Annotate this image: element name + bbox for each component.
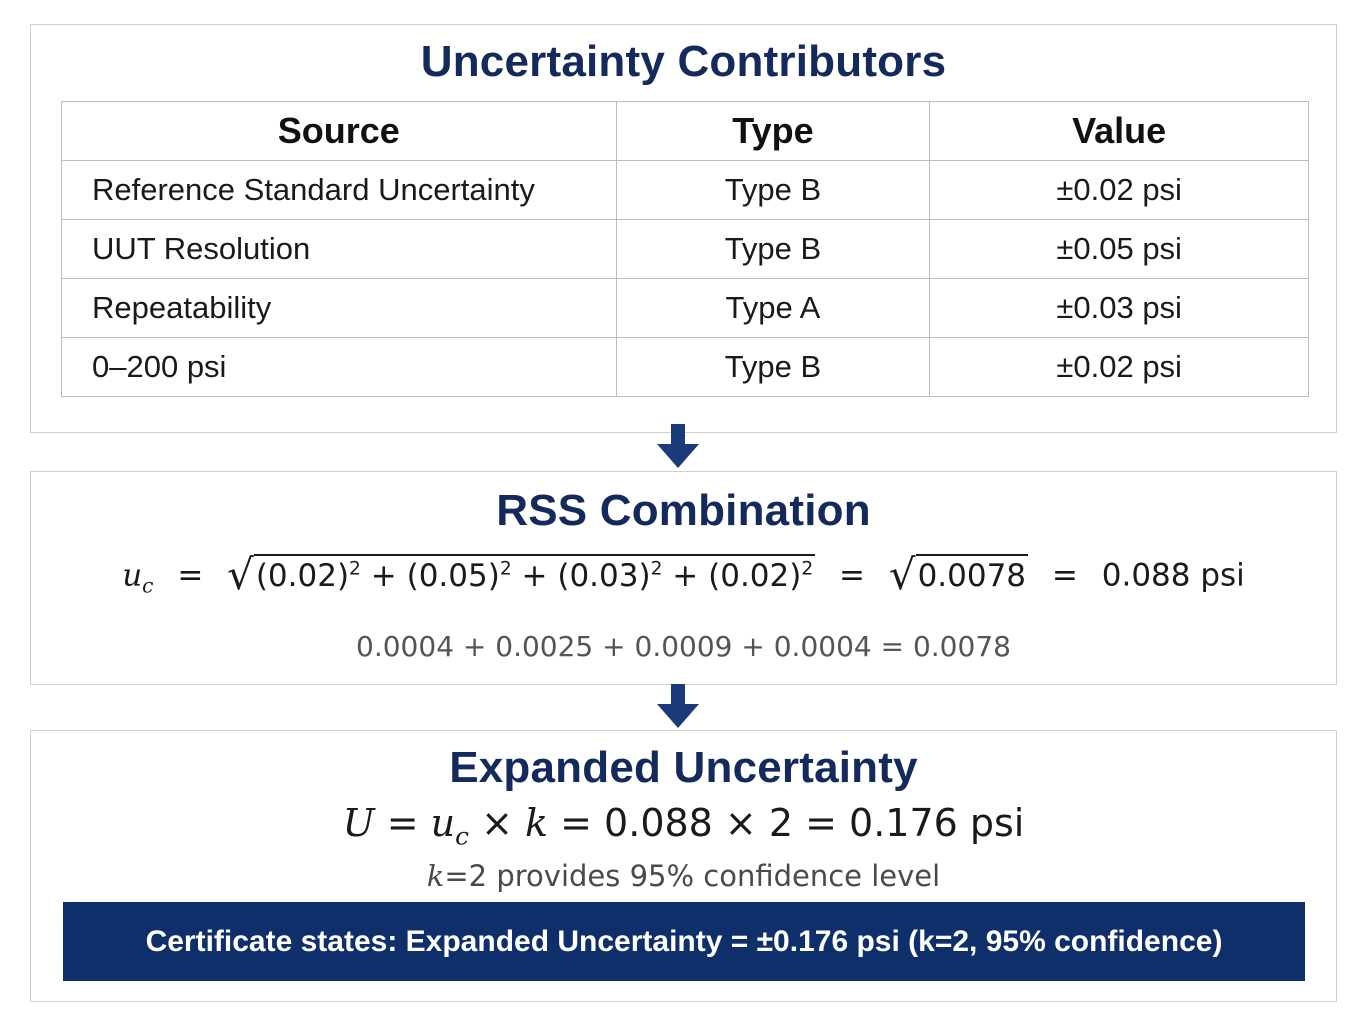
k-symbol: k — [426, 859, 445, 893]
table-header-row: Source Type Value — [61, 101, 1309, 161]
expanded-formula: U = uc × k = 0.088 × 2 = 0.176 psi — [31, 801, 1336, 851]
row-value: ±0.02 psi — [929, 160, 1309, 220]
equals-sign: = — [177, 557, 204, 594]
plus-sign: + — [521, 557, 548, 594]
contributors-title: Uncertainty Contributors — [420, 37, 947, 86]
exponent: 2 — [650, 558, 663, 580]
header-type: Type — [615, 101, 931, 161]
exponent: 2 — [349, 558, 361, 580]
expanded-result: = 0.088 × 2 = 0.176 psi — [560, 801, 1025, 845]
header-value: Value — [929, 101, 1309, 161]
row-value: ±0.02 psi — [929, 337, 1309, 397]
contributors-panel: Uncertainty Contributors Source Type Val… — [30, 24, 1337, 433]
table-row: Reference Standard Uncertainty Type B ±0… — [61, 160, 1309, 220]
uc-symbol: u — [122, 557, 143, 594]
equals-sign: = — [839, 557, 866, 594]
rss-title: RSS Combination — [496, 486, 871, 535]
row-type: Type B — [615, 337, 931, 397]
sqrt-value-number: 0.0078 — [915, 553, 1029, 594]
term: (0.02) — [708, 557, 802, 594]
row-source: 0–200 psi — [61, 337, 617, 397]
expanded-panel: Expanded Uncertainty U = uc × k = 0.088 … — [30, 730, 1337, 1002]
U-symbol: U — [342, 801, 375, 845]
term: (0.05) — [406, 557, 500, 594]
rss-formula: uc = √(0.02)2 + (0.05)2 + (0.03)2 + (0.0… — [31, 550, 1336, 599]
row-type: Type B — [615, 219, 931, 279]
rss-panel: RSS Combination uc = √(0.02)2 + (0.05)2 … — [30, 471, 1337, 685]
row-type: Type B — [615, 160, 931, 220]
sqrt-expression: √(0.02)2 + (0.05)2 + (0.03)2 + (0.02)2 — [227, 550, 816, 599]
equals-sign: = — [1051, 557, 1078, 594]
term: (0.03) — [557, 557, 651, 594]
header-source: Source — [61, 101, 617, 161]
term: (0.02) — [255, 557, 350, 594]
radical-icon: √ — [227, 550, 254, 599]
row-source: UUT Resolution — [61, 219, 617, 279]
radical-icon: √ — [888, 550, 916, 599]
equals-sign: = — [386, 801, 419, 845]
table-row: Repeatability Type A ±0.03 psi — [61, 278, 1309, 338]
exponent: 2 — [499, 558, 512, 580]
contributors-table: Source Type Value Reference Standard Unc… — [61, 101, 1309, 397]
arrow-down-icon — [657, 424, 699, 468]
plus-sign: + — [370, 557, 397, 594]
rss-sum-line: 0.0004 + 0.0025 + 0.0009 + 0.0004 = 0.00… — [356, 630, 1011, 663]
rss-result: 0.088 psi — [1101, 557, 1245, 594]
table-row: UUT Resolution Type B ±0.05 psi — [61, 219, 1309, 279]
confidence-note: k=2 provides 95% confidence level — [31, 859, 1336, 893]
row-value: ±0.03 psi — [929, 278, 1309, 338]
uc-subscript: c — [142, 573, 154, 598]
uc-subscript: c — [455, 821, 469, 851]
row-source: Reference Standard Uncertainty — [61, 160, 617, 220]
table-row: 0–200 psi Type B ±0.02 psi — [61, 337, 1309, 397]
row-type: Type A — [615, 278, 931, 338]
expanded-title: Expanded Uncertainty — [449, 743, 918, 792]
plus-sign: + — [672, 557, 699, 594]
row-source: Repeatability — [61, 278, 617, 338]
sqrt-value: √0.0078 — [888, 550, 1029, 599]
certificate-banner: Certificate states: Expanded Uncertainty… — [63, 902, 1305, 981]
exponent: 2 — [801, 558, 814, 580]
arrow-down-icon — [657, 684, 699, 728]
confidence-note-text: =2 provides 95% confidence level — [444, 859, 941, 893]
radicand: (0.02)2 + (0.05)2 + (0.03)2 + (0.02)2 — [253, 553, 816, 594]
times-sign: × — [481, 801, 513, 845]
k-symbol: k — [525, 801, 549, 845]
uc-symbol: u — [430, 801, 456, 845]
row-value: ±0.05 psi — [929, 219, 1309, 279]
